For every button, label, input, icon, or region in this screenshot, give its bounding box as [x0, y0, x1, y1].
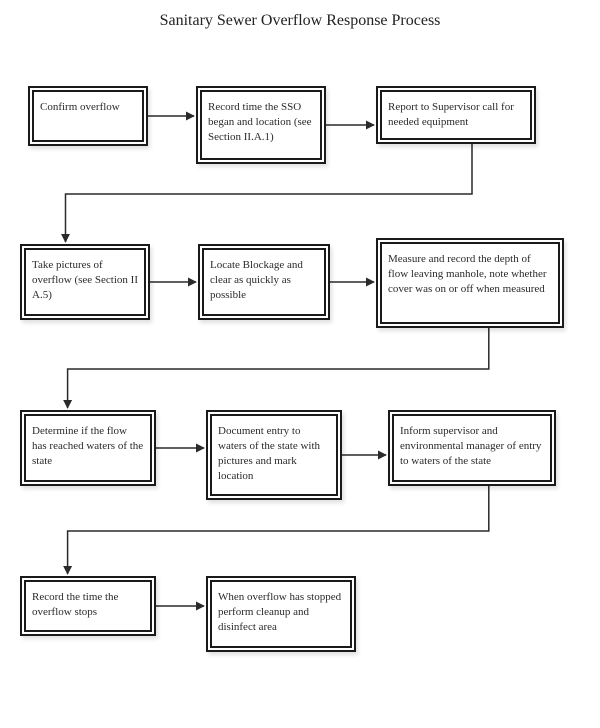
flow-node: Take pictures of overflow (see Section I… [20, 244, 150, 320]
flow-node: Measure and record the depth of flow lea… [376, 238, 564, 328]
flow-node-label: When overflow has stopped perform cleanu… [216, 588, 346, 637]
flow-node-label: Take pictures of overflow (see Section I… [30, 256, 140, 305]
flow-node-label: Determine if the flow has reached waters… [30, 422, 146, 471]
flow-node: Record the time the overflow stops [20, 576, 156, 636]
flow-node-label: Record the time the overflow stops [30, 588, 146, 622]
flow-node: Record time the SSO began and location (… [196, 86, 326, 164]
flow-node: When overflow has stopped perform cleanu… [206, 576, 356, 652]
flow-node-label: Report to Supervisor call for needed equ… [386, 98, 526, 132]
flow-node-label: Inform supervisor and environmental mana… [398, 422, 546, 471]
flow-node: Report to Supervisor call for needed equ… [376, 86, 536, 144]
flow-node-label: Locate Blockage and clear as quickly as … [208, 256, 320, 305]
flow-edge [68, 328, 489, 408]
flow-node-label: Measure and record the depth of flow lea… [386, 250, 554, 299]
flow-node: Inform supervisor and environmental mana… [388, 410, 556, 486]
page-title: Sanitary Sewer Overflow Response Process [0, 12, 600, 30]
flow-node-label: Record time the SSO began and location (… [206, 98, 316, 147]
flow-node: Confirm overflow [28, 86, 148, 146]
flow-node-label: Document entry to waters of the state wi… [216, 422, 332, 485]
flow-node: Locate Blockage and clear as quickly as … [198, 244, 330, 320]
flow-node-label: Confirm overflow [38, 98, 122, 117]
flow-node: Determine if the flow has reached waters… [20, 410, 156, 486]
flow-node: Document entry to waters of the state wi… [206, 410, 342, 500]
